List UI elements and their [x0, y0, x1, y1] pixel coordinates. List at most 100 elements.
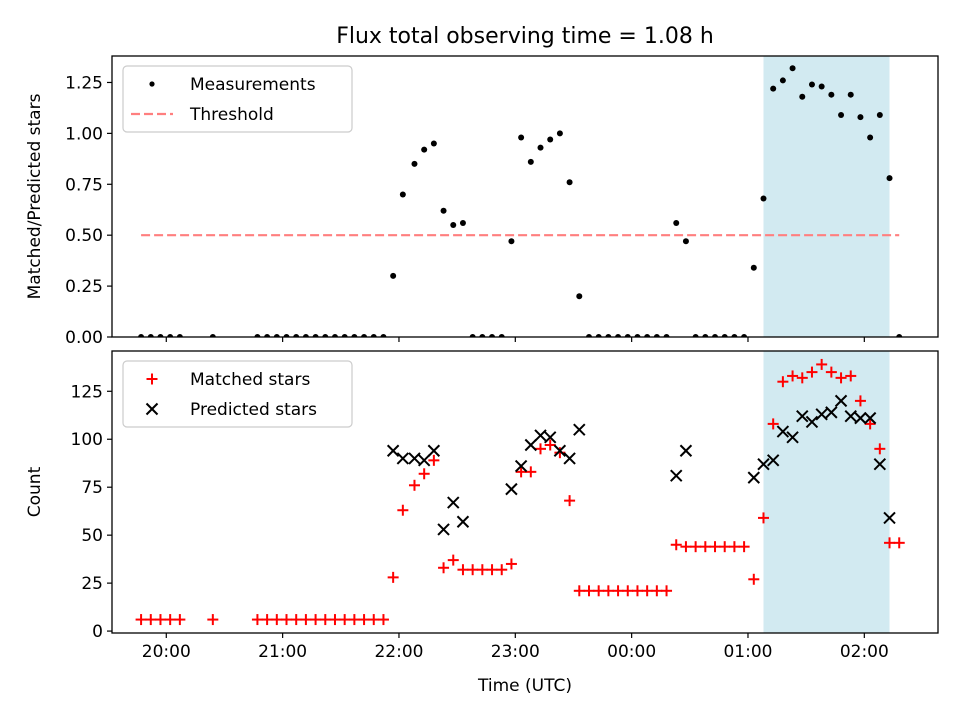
data-point — [857, 114, 864, 121]
data-point — [680, 541, 692, 553]
data-point — [854, 411, 867, 425]
data-point — [644, 334, 651, 337]
data-point — [690, 541, 702, 553]
data-point — [358, 614, 370, 626]
data-point — [164, 614, 176, 626]
data-point — [670, 539, 682, 551]
data-point — [467, 564, 479, 576]
data-point — [576, 293, 583, 300]
data-point — [456, 515, 470, 528]
data-point — [595, 334, 602, 337]
data-point — [766, 454, 780, 467]
data-point — [641, 585, 653, 597]
data-point — [300, 614, 312, 626]
data-point — [544, 439, 556, 451]
data-point — [896, 334, 903, 337]
data-point — [505, 558, 517, 570]
data-point — [518, 134, 525, 141]
data-point — [525, 466, 537, 478]
data-point — [779, 77, 786, 84]
data-point — [653, 334, 660, 337]
data-point — [377, 614, 389, 626]
data-point — [796, 372, 808, 384]
data-point — [537, 144, 544, 151]
data-point — [631, 585, 643, 597]
legend-marker — [146, 373, 158, 385]
data-point — [174, 614, 186, 626]
data-point — [583, 585, 595, 597]
data-point — [154, 614, 166, 626]
data-point — [302, 334, 309, 337]
data-point — [651, 585, 663, 597]
data-point — [135, 614, 147, 626]
data-point — [271, 614, 283, 626]
data-point — [838, 112, 845, 119]
y-tick-label: 0.50 — [65, 226, 103, 246]
y-tick-label: 0.75 — [65, 175, 103, 195]
x-tick-label: 20:00 — [142, 642, 191, 662]
data-point — [370, 334, 377, 337]
data-point — [273, 334, 280, 337]
data-point — [547, 136, 554, 143]
data-point — [815, 408, 828, 421]
data-point — [428, 454, 440, 466]
data-point — [527, 158, 534, 165]
data-point — [770, 85, 777, 92]
data-point — [825, 366, 837, 378]
legend-marker — [145, 402, 159, 416]
data-point — [806, 366, 818, 378]
data-point — [408, 452, 421, 465]
x-tick-label: 02:00 — [840, 642, 889, 662]
data-point — [615, 334, 622, 337]
data-point — [339, 614, 351, 626]
data-point — [508, 238, 515, 245]
data-point — [469, 334, 476, 337]
data-point — [728, 541, 740, 553]
data-point — [863, 411, 877, 425]
y-tick-label: 25 — [81, 574, 103, 594]
data-point — [459, 219, 466, 226]
data-point — [886, 175, 893, 182]
y-tick-label: 0.00 — [65, 328, 103, 348]
y-tick-label: 1.25 — [65, 73, 103, 93]
data-point — [873, 457, 887, 471]
data-point — [750, 264, 757, 271]
data-point — [281, 614, 293, 626]
series-matched-stars — [135, 358, 905, 626]
data-point — [605, 334, 612, 337]
data-point — [447, 554, 459, 566]
plot-area — [135, 358, 905, 626]
data-point — [312, 334, 319, 337]
data-point — [834, 394, 848, 408]
data-point — [883, 511, 896, 525]
data-point — [719, 541, 731, 553]
x-tick-label: 22:00 — [374, 642, 423, 662]
data-point — [411, 160, 418, 167]
data-point — [786, 431, 799, 444]
data-point — [825, 406, 838, 419]
y-tick-label: 50 — [81, 526, 103, 546]
data-point — [534, 429, 547, 442]
y-axis-label: Matched/Predicted stars — [25, 93, 45, 299]
data-point — [692, 334, 699, 337]
data-point — [679, 444, 693, 457]
data-point — [624, 334, 631, 337]
data-point — [486, 564, 498, 576]
data-point — [167, 334, 174, 337]
data-point — [505, 482, 518, 496]
data-point — [564, 495, 576, 507]
data-point — [496, 564, 508, 576]
data-point — [573, 585, 585, 597]
data-point — [310, 614, 322, 626]
data-point — [556, 130, 563, 137]
data-point — [787, 370, 799, 382]
data-point — [835, 372, 847, 384]
data-point — [176, 334, 183, 337]
data-point — [251, 614, 263, 626]
data-point — [884, 537, 896, 549]
data-point — [622, 585, 634, 597]
data-point — [368, 614, 380, 626]
data-point — [380, 334, 387, 337]
data-point — [789, 65, 796, 72]
data-point — [264, 334, 271, 337]
